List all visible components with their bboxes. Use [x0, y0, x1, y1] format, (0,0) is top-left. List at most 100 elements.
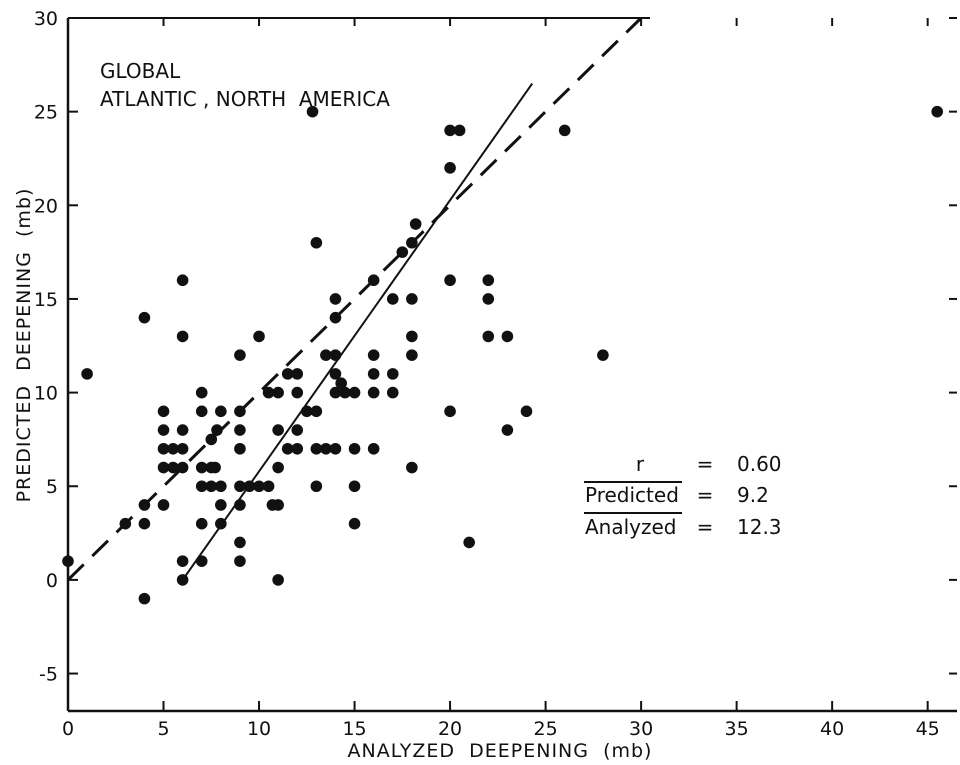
- data-point: [176, 555, 189, 567]
- x-tick-label: 15: [342, 718, 366, 740]
- data-point: [167, 442, 179, 455]
- data-point: [157, 442, 170, 455]
- data-point: [367, 386, 380, 399]
- data-point: [176, 274, 189, 287]
- annotation-global: GLOBAL: [100, 59, 181, 83]
- data-point: [211, 424, 223, 436]
- data-point: [310, 405, 323, 418]
- data-point: [339, 386, 351, 399]
- data-point: [329, 442, 342, 455]
- data-point: [215, 405, 227, 418]
- data-point: [253, 480, 265, 493]
- data-point: [234, 480, 246, 493]
- y-tick-labels: -5 0 5 10 15 20 25 30: [34, 8, 58, 686]
- x-tick-label: 25: [533, 718, 557, 740]
- data-point: [291, 424, 304, 436]
- x-tick-label: 45: [916, 718, 940, 740]
- data-point: [597, 349, 609, 361]
- data-point: [234, 442, 246, 455]
- data-point: [335, 377, 347, 390]
- data-point: [266, 499, 279, 511]
- stat-predicted-label: Predicted: [585, 483, 679, 507]
- data-point: [291, 368, 304, 380]
- x-tick-label: 30: [629, 718, 653, 740]
- y-tick-label: 10: [34, 383, 58, 405]
- data-point: [348, 386, 361, 399]
- regression-lines: [66, 16, 643, 581]
- stat-r-value: 0.60: [737, 452, 782, 476]
- data-point: [262, 386, 275, 399]
- data-point: [520, 405, 533, 418]
- data-point: [176, 330, 189, 343]
- data-point: [367, 368, 380, 380]
- data-point: [157, 405, 170, 418]
- data-point: [176, 442, 189, 455]
- data-point: [501, 424, 514, 436]
- stat-predicted-value: 9.2: [737, 483, 769, 507]
- data-point: [406, 236, 418, 249]
- data-point: [281, 442, 294, 455]
- data-point: [234, 536, 246, 549]
- data-point: [205, 480, 218, 493]
- data-point: [157, 424, 170, 436]
- data-point: [406, 461, 418, 474]
- data-point: [195, 405, 208, 418]
- data-point: [367, 349, 380, 361]
- data-point: [348, 480, 361, 493]
- data-point: [157, 499, 170, 511]
- y-tick-label: 30: [34, 8, 58, 30]
- data-point: [167, 461, 179, 474]
- data-point: [310, 236, 323, 249]
- data-point: [329, 293, 342, 305]
- data-point: [453, 124, 466, 137]
- annotation-atlantic-north-america: ATLANTIC , NORTH AMERICA: [100, 87, 390, 111]
- data-point: [348, 517, 361, 530]
- data-points: [62, 105, 944, 605]
- data-point: [234, 555, 246, 567]
- data-point: [195, 517, 208, 530]
- x-tick-label: 5: [157, 718, 169, 740]
- data-point: [386, 293, 399, 305]
- data-point: [329, 349, 342, 361]
- stat-analyzed-value: 12.3: [737, 515, 782, 539]
- data-point: [176, 461, 189, 474]
- data-point: [195, 555, 208, 567]
- data-point: [329, 311, 342, 324]
- data-point: [234, 405, 246, 418]
- data-point: [409, 218, 422, 230]
- data-point: [81, 368, 93, 380]
- data-point: [272, 574, 284, 586]
- data-point: [320, 442, 332, 455]
- data-point: [205, 433, 218, 446]
- data-point: [215, 517, 227, 530]
- x-tick-label: 10: [247, 718, 271, 740]
- data-point: [272, 461, 284, 474]
- data-point: [195, 480, 208, 493]
- plot-frame: [66, 17, 957, 713]
- data-point: [176, 424, 189, 436]
- stats-block: r = 0.60 Predicted = 9.2 Analyzed = 12.3: [584, 452, 782, 539]
- y-axis-title: PREDICTED DEEPENING (mb): [13, 188, 35, 503]
- data-point: [300, 405, 313, 418]
- data-point: [157, 461, 170, 474]
- stat-r-eq: =: [697, 452, 714, 476]
- data-point: [138, 517, 151, 530]
- data-point: [234, 499, 246, 511]
- stat-analyzed-eq: =: [697, 515, 714, 539]
- x-tick-label: 35: [725, 718, 749, 740]
- data-point: [367, 274, 380, 287]
- data-point: [272, 386, 284, 399]
- data-point: [396, 246, 409, 258]
- data-point: [444, 124, 456, 137]
- data-point: [406, 349, 418, 361]
- data-point: [482, 274, 495, 287]
- stat-r-label: r: [636, 452, 645, 476]
- data-point: [444, 405, 456, 418]
- data-point: [195, 386, 208, 399]
- y-tick-label: 25: [34, 102, 58, 124]
- data-point: [138, 499, 151, 511]
- data-point: [138, 311, 151, 324]
- data-point: [253, 330, 265, 343]
- data-point: [558, 124, 571, 137]
